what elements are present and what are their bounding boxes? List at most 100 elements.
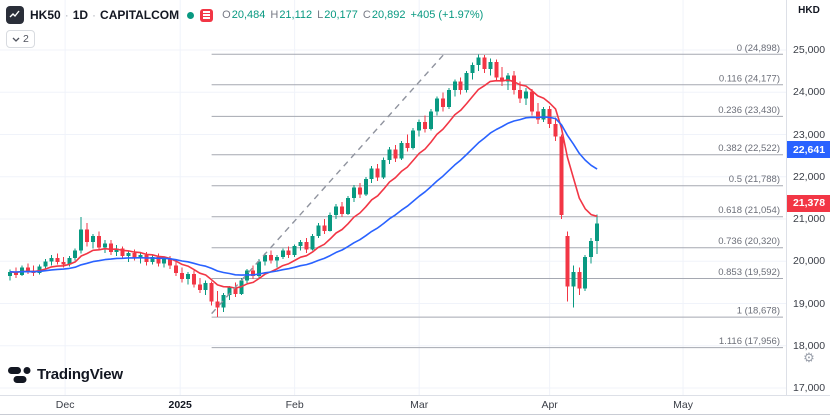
candle-body — [185, 273, 190, 279]
candle-body — [595, 223, 600, 241]
candle-body — [25, 267, 30, 271]
tradingview-logo-text: TradingView — [37, 366, 123, 383]
candle-body — [553, 123, 558, 137]
candle-body — [351, 187, 356, 198]
symbol-name: HK50 — [30, 8, 61, 22]
candles-layer — [8, 54, 600, 318]
fib-level-label: 1 (18,678) — [737, 306, 780, 317]
ohlc-values: O 20,484 H 21,112 L 20,177 C 20,892 +405 (+1… — [222, 9, 483, 21]
candle-body — [357, 187, 362, 195]
candle-body — [120, 248, 125, 257]
candle-body — [589, 240, 594, 258]
candle-body — [346, 197, 351, 214]
low-value: 20,177 — [324, 9, 358, 21]
broker-logo-icon[interactable] — [200, 8, 214, 22]
close-label: C — [362, 9, 371, 21]
price-tick-label: 22,000 — [793, 170, 826, 183]
fib-level-label: 0.736 (20,320) — [718, 236, 780, 247]
price-tick-label: 24,000 — [793, 86, 826, 99]
candle-body — [476, 57, 481, 65]
tradingview-logo-icon — [8, 366, 31, 383]
time-tick-label: Mar — [410, 399, 429, 411]
candle-body — [262, 254, 267, 262]
candle-body — [399, 142, 404, 159]
price-axis[interactable]: HKD ⚙ 25,000 24,000 23,000 22,000 21,000 20,0… — [786, 0, 830, 395]
candle-body — [233, 287, 238, 294]
fibonacci-layer[interactable] — [211, 53, 783, 349]
currency-label: HKD — [798, 5, 820, 16]
chart-legend: HK50 · 1D · CAPITALCOM O 20,484 H 21,112 L… — [6, 5, 483, 48]
candle-body — [126, 252, 131, 257]
candle-body — [85, 229, 90, 243]
trend-line[interactable] — [211, 51, 447, 315]
time-tick-label: Dec — [55, 399, 75, 411]
chevron-down-icon — [12, 37, 20, 42]
candle-body — [102, 243, 107, 248]
candle-body — [363, 178, 368, 195]
ma-fast-line[interactable] — [9, 79, 598, 289]
candle-body — [334, 206, 339, 215]
fib-level-label: 0.853 (19,592) — [718, 267, 780, 278]
candle-body — [381, 159, 386, 178]
candle-body — [257, 261, 262, 277]
candle-body — [96, 235, 101, 248]
candle-body — [215, 301, 220, 308]
time-tick-label: Feb — [285, 399, 304, 411]
symbol-title[interactable]: HK50 · 1D · CAPITALCOM — [30, 8, 179, 22]
candle-body — [458, 81, 463, 91]
indicator-count: 2 — [23, 33, 29, 45]
candle-body — [464, 73, 469, 91]
candle-body — [512, 75, 517, 91]
candle-body — [393, 149, 398, 159]
candle-body — [440, 98, 445, 108]
price-tick-label: 19,000 — [793, 297, 826, 310]
moving-averages-layer — [9, 79, 598, 289]
candle-body — [298, 242, 303, 247]
chart-plot[interactable]: 0 (24,898) 0.116 (24,177) 0.236 (23,430) 0.… — [0, 0, 786, 395]
candle-body — [251, 270, 256, 277]
candle-body — [571, 271, 576, 287]
time-tick-label: Apr — [541, 399, 558, 411]
tradingview-logo[interactable]: TradingView — [8, 366, 123, 383]
candle-body — [227, 287, 232, 296]
candle-body — [482, 57, 487, 70]
candle-body — [91, 235, 96, 243]
title-separator: · — [64, 8, 69, 22]
candle-body — [470, 64, 475, 74]
candle-body — [280, 250, 285, 258]
candle-body — [429, 111, 434, 130]
collapse-indicators-button[interactable]: 2 — [6, 30, 35, 48]
candle-body — [286, 250, 291, 255]
fib-level-label: 0.5 (21,788) — [729, 174, 780, 185]
instrument-logo-icon[interactable] — [6, 6, 24, 24]
candle-body — [506, 75, 511, 82]
time-axis[interactable]: Dec 2025 Feb Mar Apr May — [0, 395, 830, 414]
candle-body — [565, 235, 570, 287]
candle-body — [197, 284, 202, 290]
fib-level-label: 0.236 (23,430) — [718, 105, 780, 116]
candle-body — [387, 149, 392, 160]
candle-body — [43, 261, 48, 267]
candle-body — [488, 61, 493, 70]
candle-body — [494, 61, 499, 78]
candle-body — [61, 262, 66, 265]
open-label: O — [222, 9, 231, 21]
symbol-interval: 1D — [72, 8, 89, 22]
low-label: L — [317, 9, 324, 21]
candle-body — [156, 257, 161, 264]
candle-body — [577, 271, 582, 289]
candle-body — [500, 77, 505, 82]
price-tick-label: 18,000 — [793, 339, 826, 352]
ma-slow-line[interactable] — [9, 116, 598, 276]
candle-body — [73, 250, 78, 258]
candle-body — [375, 168, 380, 178]
trendline-layer[interactable] — [211, 51, 447, 315]
price-tick-label: 20,000 — [793, 255, 826, 268]
time-tick-label: 2025 — [168, 399, 192, 411]
candle-body — [174, 265, 179, 274]
market-status-icon[interactable] — [187, 11, 195, 19]
candle-body — [541, 109, 546, 120]
candle-body — [529, 91, 534, 112]
settings-gear-icon[interactable]: ⚙ — [803, 350, 815, 365]
candle-body — [138, 254, 143, 258]
